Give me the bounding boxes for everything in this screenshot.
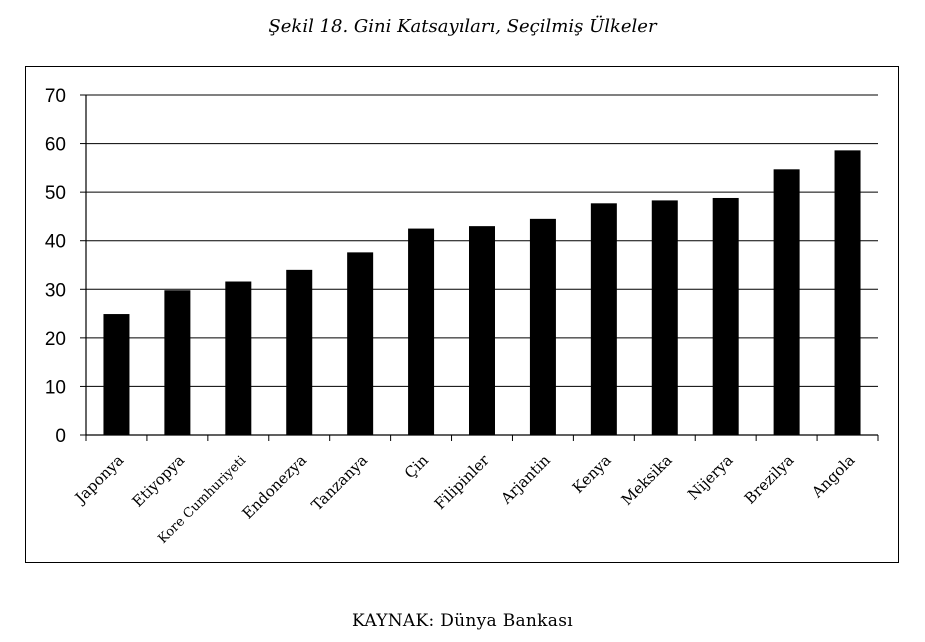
y-tick-label: 30 — [45, 280, 66, 301]
x-tick-label: Arjantin — [497, 451, 554, 508]
bars — [103, 150, 861, 436]
bar — [773, 169, 800, 436]
source-note: KAYNAK: Dünya Bankası — [352, 611, 573, 631]
x-tick-label: Meksika — [618, 451, 676, 509]
x-tick-label: Angola — [808, 451, 859, 502]
bar — [469, 226, 495, 435]
bar — [834, 150, 861, 435]
y-tick-label: 70 — [45, 86, 66, 107]
x-tick-label: Filipinler — [431, 451, 494, 514]
bar — [590, 203, 617, 435]
bar — [103, 314, 130, 435]
y-tick-label: 60 — [45, 135, 66, 156]
chart-title: Şekil 18. Gini Katsayıları, Seçilmiş Ülk… — [268, 16, 657, 37]
chart-frame — [25, 66, 899, 563]
y-tick-labels: 0 10 20 30 40 50 60 70 — [45, 86, 66, 447]
bar — [164, 290, 191, 435]
bar — [712, 197, 739, 435]
x-tick-label: Tanzanya — [308, 451, 371, 514]
x-tick-label: Çin — [401, 451, 432, 482]
bar — [651, 200, 678, 435]
y-tick-label: 40 — [45, 232, 66, 253]
x-tick-label: Endonezya — [239, 451, 311, 523]
y-tick-label: 50 — [45, 183, 66, 204]
y-tick-label: 0 — [55, 426, 66, 447]
bar — [286, 269, 313, 435]
x-tick-label: Brezilya — [741, 451, 798, 508]
bar — [225, 281, 252, 435]
x-tick-label: Kenya — [569, 451, 615, 497]
bar — [529, 218, 556, 435]
x-tick-label: Nijerya — [684, 451, 736, 503]
x-tick-label: Japonya — [70, 451, 127, 508]
bar — [347, 252, 374, 435]
x-tick-label: Etiyopya — [129, 451, 189, 511]
y-tick-label: 20 — [45, 329, 66, 350]
y-tick-label: 10 — [45, 377, 66, 398]
bar — [408, 228, 435, 435]
